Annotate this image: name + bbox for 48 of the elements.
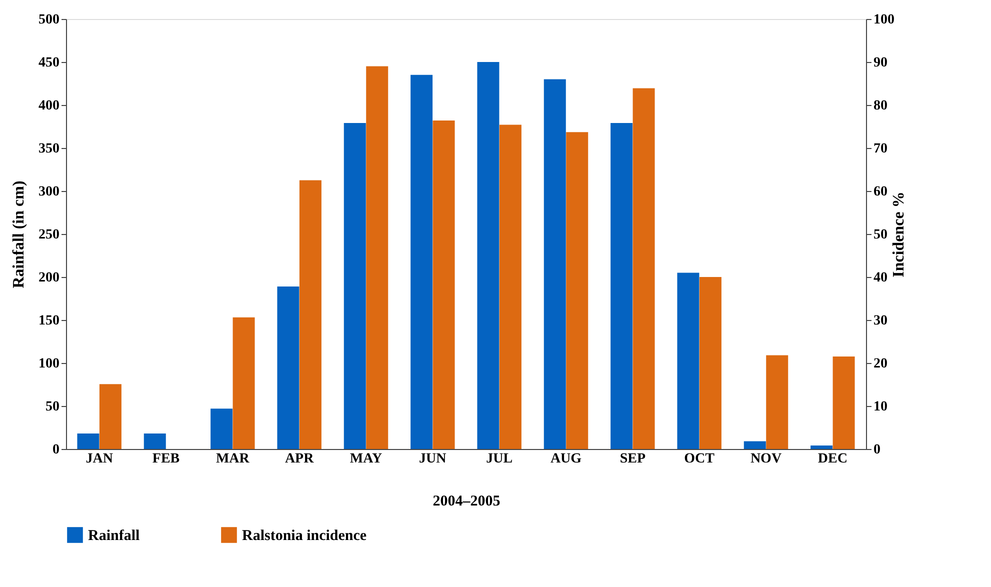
x-tick-label: FEB [152,452,180,466]
y2-tick-label: 0 [874,442,880,458]
legend-label: Rainfall [88,528,140,544]
y2-tick-label: 70 [874,142,888,156]
x-tick-label: JUN [419,452,446,466]
y2-tick-label: 100 [874,12,894,28]
x-tick-label: MAR [216,452,250,466]
x-axis-title: 2004–2005 [432,494,500,510]
y-tick-label: 0 [52,442,60,458]
bar [810,446,833,449]
y-tick-label: 150 [38,314,60,328]
y-tick-label: 350 [38,142,60,156]
x-tick-label: JUL [486,452,513,466]
x-tick-label: DEC [818,452,848,466]
y-tick-label: 500 [38,12,60,28]
y-tick-label: 250 [38,228,60,242]
y2-tick-label: 60 [874,184,888,200]
x-tick-label: SEP [620,452,646,466]
bar [232,317,255,449]
bar [144,434,166,449]
y2-tick-label: 40 [874,270,888,286]
y-tick-label: 200 [38,270,60,286]
y-tick-label: 400 [38,98,60,114]
bar [832,356,855,449]
y2-tick-label: 50 [874,228,888,242]
y2-tick-label: 80 [874,98,888,114]
y2-tick-label: 30 [874,314,888,328]
bar [77,434,100,449]
legend-label: Ralstonia incidence [242,528,367,544]
y-tick-label: 50 [46,400,60,414]
bar [210,408,233,449]
bar [766,355,788,449]
y-tick-label: 300 [38,184,60,200]
y-tick-label: 450 [38,56,60,70]
y-axis-title: Rainfall (in cm) [10,180,28,288]
bar [99,384,122,449]
x-tick-label: MAY [350,452,382,466]
y2-tick-label: 10 [874,400,888,414]
x-tick-label: OCT [684,452,716,466]
y2-tick-label: 20 [874,356,888,372]
x-tick-label: JAN [86,452,113,466]
x-tick-label: AUG [550,452,582,466]
y2-tick-label: 90 [874,56,888,70]
bar [744,441,766,449]
x-tick-label: NOV [750,452,782,466]
y2-axis-title: Incidence % [890,192,908,278]
y-tick-label: 100 [38,356,60,372]
x-tick-label: APR [284,452,315,466]
